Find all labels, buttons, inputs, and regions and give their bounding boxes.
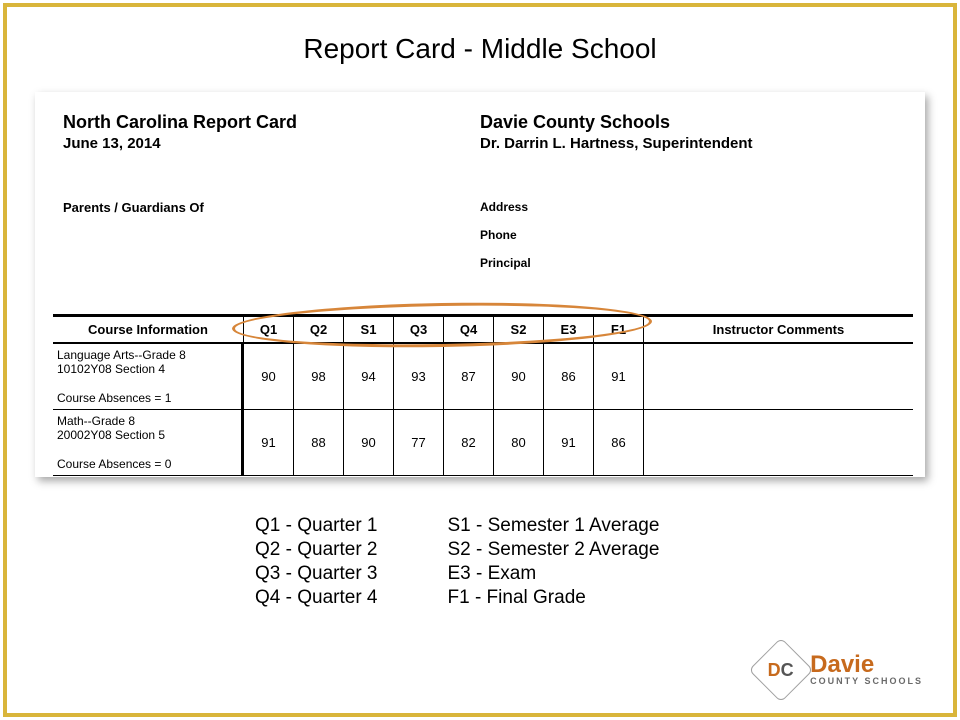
grade-cell: 93 xyxy=(393,344,443,409)
legend-item: F1 - Final Grade xyxy=(448,587,660,609)
grade-cell: 91 xyxy=(593,344,643,409)
course-section: 10102Y08 Section 4 xyxy=(57,362,237,376)
district-name: Davie County Schools xyxy=(480,112,897,133)
table-header-row: Course Information Q1 Q2 S1 Q3 Q4 S2 E3 … xyxy=(53,317,913,344)
legend-left: Q1 - Quarter 1 Q2 - Quarter 2 Q3 - Quart… xyxy=(255,515,378,611)
legend-item: Q1 - Quarter 1 xyxy=(255,515,378,537)
slide-title: Report Card - Middle School xyxy=(7,33,953,65)
grade-cell: 77 xyxy=(393,410,443,475)
grade-cell: 90 xyxy=(243,344,293,409)
district-logo: DC Davie COUNTY SCHOOLS xyxy=(758,647,923,693)
grade-cell: 82 xyxy=(443,410,493,475)
parents-label: Parents / Guardians Of xyxy=(63,200,480,284)
comments-cell xyxy=(643,410,913,475)
phone-label: Phone xyxy=(480,228,897,242)
col-course-header: Course Information xyxy=(53,317,243,342)
table-row: Language Arts--Grade 8 10102Y08 Section … xyxy=(53,344,913,410)
legend-item: Q2 - Quarter 2 xyxy=(255,539,378,561)
legend-item: Q3 - Quarter 3 xyxy=(255,563,378,585)
grade-cell: 91 xyxy=(243,410,293,475)
col-header: S1 xyxy=(343,317,393,342)
table-row: Math--Grade 8 20002Y08 Section 5 Course … xyxy=(53,410,913,476)
card-header: North Carolina Report Card June 13, 2014… xyxy=(35,92,925,152)
grade-cell: 98 xyxy=(293,344,343,409)
col-header: Q1 xyxy=(243,317,293,342)
grade-table: Course Information Q1 Q2 S1 Q3 Q4 S2 E3 … xyxy=(53,314,913,476)
legend-item: S2 - Semester 2 Average xyxy=(448,539,660,561)
col-header: Q4 xyxy=(443,317,493,342)
grade-cell: 90 xyxy=(343,410,393,475)
comments-cell xyxy=(643,344,913,409)
legend-item: S1 - Semester 1 Average xyxy=(448,515,660,537)
course-name: Language Arts--Grade 8 xyxy=(57,348,237,362)
report-title: North Carolina Report Card xyxy=(63,112,480,133)
col-comments-header: Instructor Comments xyxy=(643,317,913,342)
col-header: Q3 xyxy=(393,317,443,342)
sub-header-row: Parents / Guardians Of Address Phone Pri… xyxy=(35,200,925,284)
logo-sub: COUNTY SCHOOLS xyxy=(810,676,923,686)
slide-frame: Report Card - Middle School North Caroli… xyxy=(3,3,957,717)
grade-cell: 86 xyxy=(543,344,593,409)
grade-cell: 87 xyxy=(443,344,493,409)
grade-cell: 86 xyxy=(593,410,643,475)
superintendent: Dr. Darrin L. Hartness, Superintendent xyxy=(480,135,897,152)
course-name: Math--Grade 8 xyxy=(57,414,237,428)
legend: Q1 - Quarter 1 Q2 - Quarter 2 Q3 - Quart… xyxy=(255,515,659,611)
legend-item: Q4 - Quarter 4 xyxy=(255,587,378,609)
address-label: Address xyxy=(480,200,897,214)
legend-item: E3 - Exam xyxy=(448,563,660,585)
course-section: 20002Y08 Section 5 xyxy=(57,428,237,442)
report-card: North Carolina Report Card June 13, 2014… xyxy=(35,92,925,477)
col-header: F1 xyxy=(593,317,643,342)
grade-cell: 91 xyxy=(543,410,593,475)
principal-label: Principal xyxy=(480,256,897,270)
grade-cell: 90 xyxy=(493,344,543,409)
logo-name: Davie xyxy=(810,654,923,676)
grade-cell: 94 xyxy=(343,344,393,409)
legend-right: S1 - Semester 1 Average S2 - Semester 2 … xyxy=(448,515,660,611)
col-header: Q2 xyxy=(293,317,343,342)
col-header: S2 xyxy=(493,317,543,342)
col-header: E3 xyxy=(543,317,593,342)
course-absences: Course Absences = 1 xyxy=(57,391,237,405)
course-absences: Course Absences = 0 xyxy=(57,457,237,471)
report-date: June 13, 2014 xyxy=(63,135,480,152)
grade-cell: 88 xyxy=(293,410,343,475)
logo-badge-icon: DC xyxy=(749,637,814,702)
grade-cell: 80 xyxy=(493,410,543,475)
